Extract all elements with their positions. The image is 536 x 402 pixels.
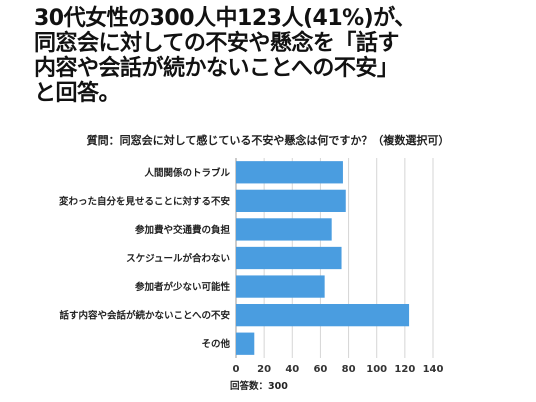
headline: 30代女性の300人中123人(41%)が、 同窓会に対しての不安や懸念を「話す… bbox=[34, 6, 514, 106]
x-tick-label: 120 bbox=[394, 364, 415, 375]
headline-line-4: と回答。 bbox=[34, 81, 121, 106]
category-label: 話す内容や会話が続かないことへの不安 bbox=[59, 310, 230, 322]
x-tick-label: 140 bbox=[423, 364, 444, 375]
x-tick-label: 80 bbox=[342, 364, 356, 375]
bar bbox=[236, 218, 332, 241]
x-tick-label: 40 bbox=[285, 364, 299, 375]
bar bbox=[236, 275, 325, 298]
bar bbox=[236, 189, 346, 212]
category-label: その他 bbox=[201, 338, 230, 350]
bar bbox=[236, 332, 255, 355]
bar-chart: 人間関係のトラブル変わった自分を見せることに対する不安参加費や交通費の負担スケジ… bbox=[59, 158, 444, 375]
category-label: 人間関係のトラブル bbox=[144, 167, 230, 179]
headline-line-2: 同窓会に対しての不安や懸念を「話す bbox=[34, 31, 399, 56]
x-tick-label: 20 bbox=[257, 364, 271, 375]
x-tick-label: 0 bbox=[233, 364, 240, 375]
bar bbox=[236, 304, 410, 327]
category-label: 変わった自分を見せることに対する不安 bbox=[59, 195, 231, 207]
bar bbox=[236, 161, 343, 184]
bar bbox=[236, 246, 342, 270]
category-label: 参加費や交通費の負担 bbox=[134, 224, 231, 236]
category-label: スケジュールが合わない bbox=[126, 253, 230, 265]
x-tick-label: 60 bbox=[313, 364, 327, 375]
x-tick-label: 100 bbox=[366, 364, 387, 375]
headline-line-3: 内容や会話が続かないことへの不安」 bbox=[34, 56, 399, 81]
category-label: 参加者が少ない可能性 bbox=[134, 281, 231, 293]
headline-line-1: 30代女性の300人中123人(41%)が、 bbox=[34, 6, 416, 31]
response-count: 回答数：300 bbox=[230, 381, 288, 392]
chart-title: 質問：同窓会に対して感じている不安や懸念は何ですか？（複数選択可） bbox=[86, 134, 450, 147]
